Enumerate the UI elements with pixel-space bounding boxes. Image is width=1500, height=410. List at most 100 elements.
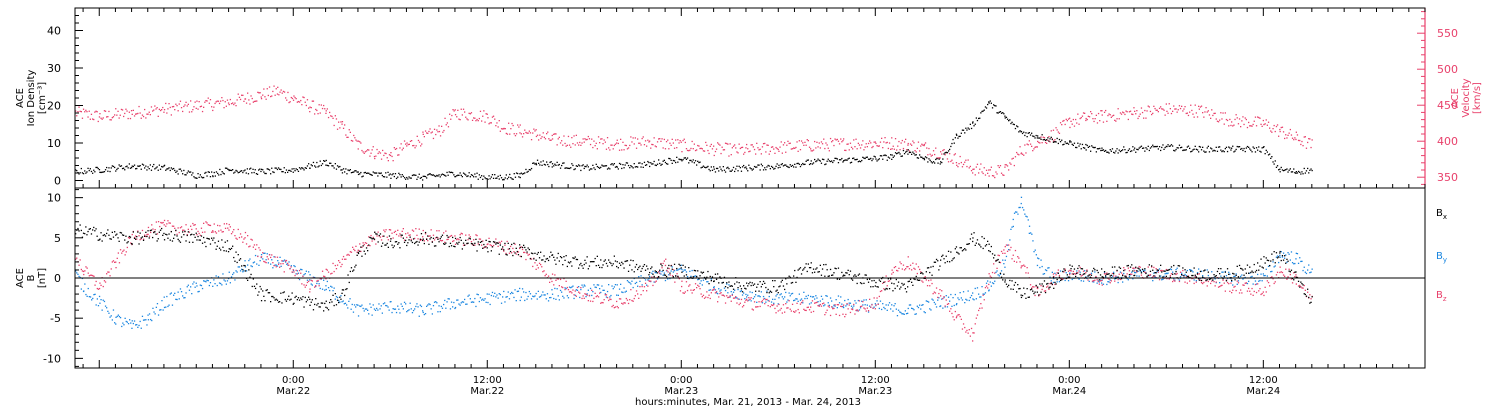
bx-point [144, 235, 146, 237]
velocity-point [1288, 132, 1290, 134]
velocity-point [208, 102, 210, 104]
bz-point [428, 235, 430, 237]
by-point [555, 298, 557, 300]
bz-point [479, 238, 482, 240]
bz-point [208, 224, 210, 226]
velocity-point [444, 117, 446, 119]
bz-point [121, 252, 123, 254]
velocity-point [163, 109, 166, 111]
density-point [691, 161, 693, 163]
by-point [393, 308, 395, 310]
bz-point [805, 309, 807, 312]
by-point [435, 301, 437, 303]
bz-point [145, 235, 147, 238]
velocity-point [75, 110, 77, 112]
bz-point [1224, 290, 1226, 292]
velocity-point [865, 143, 867, 145]
velocity-point [938, 157, 940, 159]
bz-point [1263, 294, 1265, 297]
velocity-point [612, 148, 614, 150]
velocity-point [689, 149, 691, 151]
bz-point [920, 271, 922, 273]
bx-point [239, 258, 242, 260]
bz-point [180, 226, 183, 228]
bz-point [1123, 267, 1125, 269]
by-point [499, 293, 501, 296]
velocity-point [1147, 105, 1149, 107]
density-point [1279, 171, 1281, 173]
velocity-point [357, 148, 359, 150]
density-point [398, 172, 400, 174]
bz-point [944, 305, 946, 307]
bz-point [991, 271, 994, 274]
velocity-point [901, 139, 903, 142]
density-axis-label: ACEIon Density[cm⁻³] [15, 70, 48, 127]
by-point [747, 294, 749, 296]
density-point [845, 159, 847, 161]
by-point [718, 288, 720, 290]
density-point [469, 176, 471, 178]
density-point [1080, 148, 1082, 150]
bz-point [605, 294, 608, 296]
density-point [865, 156, 867, 158]
bz-point [244, 237, 246, 239]
by-point [75, 270, 77, 272]
velocity-point [979, 168, 981, 170]
density-point [935, 158, 937, 161]
by-point [329, 289, 331, 292]
bz-point [168, 222, 170, 224]
axis-label-line: Ion Density [26, 70, 37, 127]
by-point [740, 290, 743, 292]
by-point [142, 319, 145, 321]
by-point [1154, 276, 1156, 278]
bx-point [257, 294, 259, 296]
bz-point [264, 261, 266, 263]
velocity-point [1297, 139, 1300, 142]
by-point [525, 291, 527, 294]
bx-point [293, 302, 295, 304]
bz-point [1035, 285, 1037, 288]
density-point [831, 160, 833, 162]
bz-point [837, 304, 840, 306]
density-point [263, 171, 265, 173]
bz-point [808, 309, 811, 311]
velocity-point [184, 104, 186, 106]
bx-point [203, 236, 205, 239]
velocity-point [576, 142, 579, 144]
velocity-point [362, 151, 364, 153]
by-point [123, 324, 125, 326]
bz-point [571, 292, 573, 294]
density-point [519, 173, 521, 175]
bz-point [1199, 279, 1202, 281]
bx-point [422, 238, 424, 240]
velocity-point [741, 146, 744, 148]
velocity-point [291, 97, 294, 100]
velocity-point [1091, 113, 1093, 115]
bz-point [610, 298, 612, 301]
velocity-point [987, 172, 989, 174]
velocity-point [286, 99, 288, 101]
by-point [961, 299, 964, 301]
bx-point [187, 231, 189, 233]
velocity-point [944, 154, 946, 156]
by-point [153, 311, 155, 313]
density-point [253, 171, 255, 174]
by-point [932, 299, 934, 301]
velocity-point [503, 127, 505, 130]
by-point [557, 295, 559, 297]
by-point [1233, 275, 1235, 278]
density-point [1144, 150, 1146, 152]
bz-point [665, 258, 667, 260]
bz-point [1101, 279, 1103, 282]
density-point [1044, 139, 1047, 141]
velocity-point [768, 153, 770, 155]
bz-point [562, 286, 564, 289]
density-point [617, 168, 619, 170]
velocity-point [447, 126, 450, 128]
bx-point [149, 229, 151, 232]
velocity-point [1183, 108, 1185, 110]
by-point [660, 273, 662, 275]
velocity-point [216, 100, 218, 102]
bx-point [511, 243, 513, 246]
